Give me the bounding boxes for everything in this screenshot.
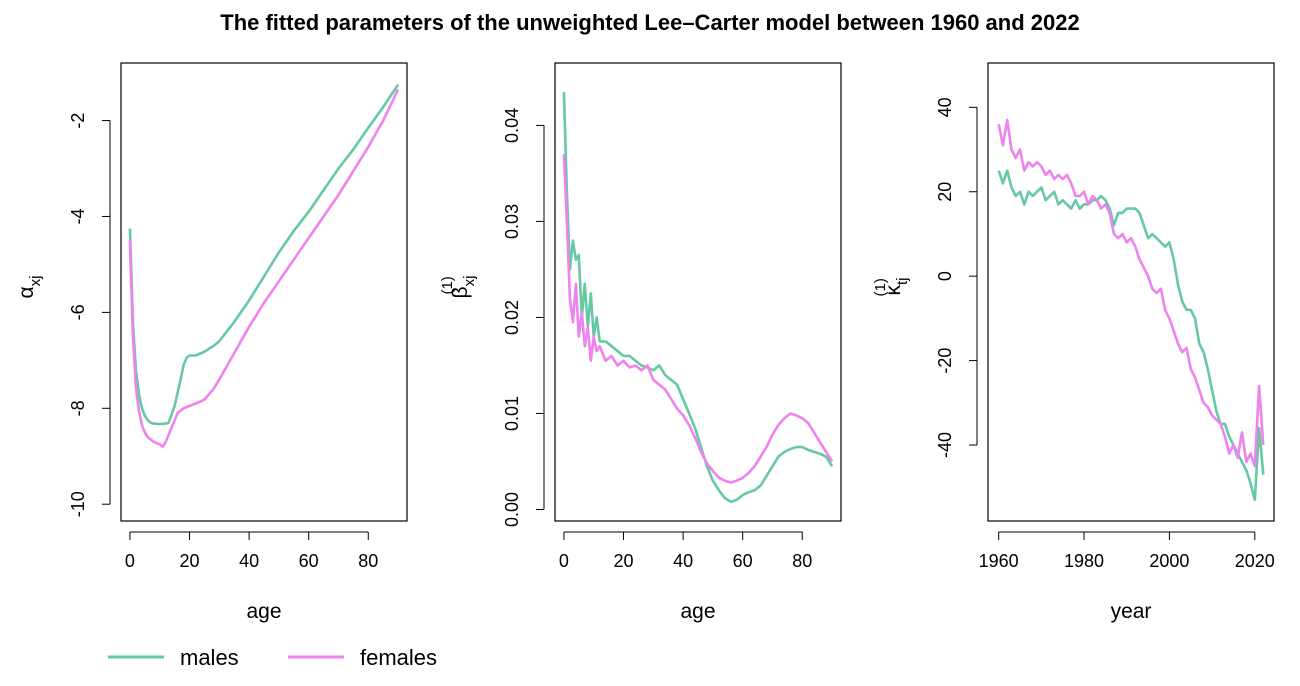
kappa-x-tick-label: 1980 xyxy=(1064,551,1104,571)
alpha-y-tick-label: -6 xyxy=(68,304,88,320)
kappa-x-tick-label: 1960 xyxy=(979,551,1019,571)
beta-x-tick-label: 60 xyxy=(733,551,753,571)
beta-x-tick-label: 20 xyxy=(614,551,634,571)
beta-x-tick-label: 80 xyxy=(792,551,812,571)
beta-y-axis-label: βxj (1) xyxy=(439,276,478,299)
beta-y-tick-label: 0.02 xyxy=(502,300,522,335)
beta-y-tick-label: 0.00 xyxy=(502,492,522,527)
alpha-plot-frame xyxy=(120,62,408,522)
beta-y-tick-label: 0.04 xyxy=(502,108,522,143)
alpha-y-axis-label: αxj xyxy=(15,276,44,299)
beta-series-males-line xyxy=(562,91,834,504)
kappa-y-axis-symbol: κ xyxy=(882,285,905,296)
kappa-x-axis-label: year xyxy=(1111,600,1152,623)
alpha-y-tick-label: -10 xyxy=(68,491,88,517)
alpha-x-axis-label: age xyxy=(246,600,281,623)
alpha-x-tick-label: 0 xyxy=(125,551,135,571)
kappa-y-tick-label: 40 xyxy=(935,97,955,117)
kappa-series-females-line xyxy=(997,118,1265,468)
beta-series-females-line xyxy=(562,154,834,484)
beta-x-tick-label: 40 xyxy=(673,551,693,571)
kappa-y-axis-superscript: (1) xyxy=(872,278,889,296)
kappa-y-tick-label: 20 xyxy=(935,182,955,202)
kappa-y-tick-label: 0 xyxy=(935,271,955,281)
alpha-x-tick-label: 80 xyxy=(358,551,378,571)
alpha-y-tick-label: -4 xyxy=(68,208,88,224)
alpha-x-tick-label: 40 xyxy=(239,551,259,571)
kappa-series-males-line xyxy=(997,169,1265,502)
alpha-x-tick-label: 20 xyxy=(180,551,200,571)
alpha-y-tick-label: -8 xyxy=(68,400,88,416)
kappa-y-axis-label: κtj (1) xyxy=(872,278,911,297)
alpha-y-axis-symbol: α xyxy=(15,286,38,298)
alpha-y-tick-label: -2 xyxy=(68,113,88,129)
kappa-plot-frame xyxy=(987,62,1275,522)
kappa-x-tick-label: 2000 xyxy=(1149,551,1189,571)
beta-x-tick-label: 0 xyxy=(559,551,569,571)
kappa-x-tick-label: 2020 xyxy=(1235,551,1275,571)
kappa-y-axis-subscript: tj xyxy=(894,278,911,286)
alpha-y-axis-subscript: xj xyxy=(27,276,44,287)
panel-kappa: 1960 1980 2000 2020 year -40 -20 0 20 40 κtj (1) xyxy=(872,62,1275,623)
beta-plot-frame xyxy=(554,62,842,522)
panel-beta: 0 20 40 60 80 age 0.00 0.01 0.02 0.03 0.04 βxj (1) xyxy=(439,62,842,623)
legend: males females xyxy=(108,645,437,670)
kappa-y-tick-label: -20 xyxy=(935,348,955,374)
kappa-y-tick-label: -40 xyxy=(935,432,955,458)
alpha-x-tick-label: 60 xyxy=(299,551,319,571)
alpha-series-males-line xyxy=(128,83,400,426)
alpha-series-females-line xyxy=(128,88,400,449)
legend-label-males: males xyxy=(180,645,239,670)
beta-x-axis-label: age xyxy=(680,600,715,623)
beta-y-axis-superscript: (1) xyxy=(439,276,456,294)
beta-y-tick-label: 0.03 xyxy=(502,204,522,239)
legend-label-females: females xyxy=(360,645,437,670)
beta-y-axis-symbol: β xyxy=(449,286,472,298)
beta-y-axis-subscript: xj xyxy=(461,276,478,287)
beta-y-tick-label: 0.01 xyxy=(502,396,522,431)
panel-alpha: 0 20 40 60 80 age -10 -8 -6 -4 -2 αxj xyxy=(15,62,408,623)
figure-title: The fitted parameters of the unweighted … xyxy=(220,10,1079,35)
